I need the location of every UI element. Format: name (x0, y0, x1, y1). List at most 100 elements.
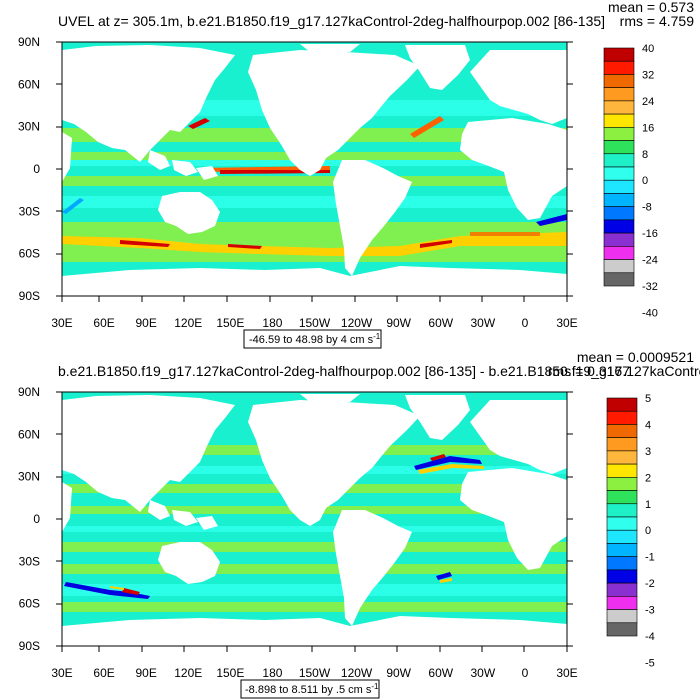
so-anom-pos-2 (110, 586, 124, 590)
colorbar-swatch (606, 397, 638, 412)
acc-max-1a (120, 240, 170, 247)
colorbar-swatch (606, 556, 638, 571)
x-tick-label: 120W (341, 666, 373, 680)
colorbar-swatch (603, 246, 635, 260)
colorbar-swatch (603, 87, 635, 102)
westward-1a (62, 198, 84, 214)
colorbar-2: 5 4 3 2 1 0 -1 -2 -3 -4 -5 (606, 393, 655, 669)
y-tick-label: 60N (18, 427, 40, 441)
colorbar-swatch (603, 272, 635, 287)
y-tick-label: 90S (19, 289, 40, 303)
x-tick-label: 60E (93, 316, 114, 330)
colorbar-swatch (603, 74, 635, 88)
panel-2-rms: rms = 0.3167 (548, 363, 630, 379)
band-2h (62, 584, 567, 596)
colorbar-swatch (603, 219, 635, 234)
y-tick-labels-2: 90N 60N 30N 0 30S 60S 90S (18, 385, 40, 653)
panel-2-mean: mean = 0.0009521 (577, 349, 694, 365)
field-1 (62, 44, 567, 296)
colorbar-label: -32 (642, 281, 658, 293)
y-tick-label: 60S (19, 597, 40, 611)
acc-max-1c (420, 240, 452, 248)
colorbar-label: -1 (645, 552, 655, 564)
y-tick-label: 30N (18, 470, 40, 484)
colorbar-swatch (606, 410, 638, 425)
panel-2-title: b.e21.B1850.f19_g17.127kaControl-2deg-ha… (58, 363, 700, 379)
colorbar-label: 0 (645, 525, 651, 537)
colorbar-label: 0 (642, 175, 648, 187)
x-tick-label: 60W (428, 316, 453, 330)
x-tick-label: 120E (174, 316, 202, 330)
colorbar-label: 4 (645, 419, 651, 431)
colorbar-label: 40 (642, 43, 654, 55)
colorbar-label: 8 (642, 149, 648, 161)
colorbar-swatch (606, 463, 638, 478)
x-tick-label: 150E (216, 316, 244, 330)
colorbar-swatch (606, 437, 638, 452)
y-tick-label: 90N (18, 385, 40, 399)
colorbar-swatch (603, 113, 635, 128)
x-tick-label: 90W (386, 316, 411, 330)
x-tick-label: 180 (262, 316, 282, 330)
panel-1: UVEL at z= 305.1m, b.e21.B1850.f19_g17.1… (18, 0, 695, 349)
colorbar-swatch (603, 179, 635, 194)
so-anom-neg-2 (64, 582, 150, 599)
x-tick-label: 150W (299, 316, 331, 330)
y-tick-label: 0 (33, 162, 40, 176)
band-2g (62, 564, 567, 574)
panel-1-rms: rms = 4.759 (620, 13, 695, 29)
y-tick-labels-1: 90N 60N 30N 0 30S 60S 90S (18, 35, 40, 303)
panel-2: b.e21.B1850.f19_g17.127kaControl-2deg-ha… (18, 349, 700, 699)
y-tick-label: 30S (19, 554, 40, 568)
colorbar-swatch (603, 193, 635, 207)
x-tick-labels-2: 30E 60E 90E 120E 150E 180 150W 120W 90W 60W 30W 0 30… (51, 666, 577, 680)
x-tick-label: 120E (174, 666, 202, 680)
x-tick-labels-1: 30E 60E 90E 120E 150E 180 150W 120W 90W 60W 30W 0 30… (51, 316, 577, 330)
colorbar-label: -8 (642, 202, 652, 214)
colorbar-swatch (603, 127, 635, 141)
colorbar-swatch (606, 529, 638, 544)
colorbar-swatch (603, 166, 635, 181)
x-tick-label: 90E (135, 666, 156, 680)
colorbar-label: -2 (645, 578, 655, 590)
drake-anom-pos-2 (440, 578, 452, 583)
colorbar-label: -40 (642, 307, 658, 319)
range-box-2 (240, 679, 380, 699)
colorbar-label: 3 (645, 446, 651, 458)
gs-anom-neg-2 (414, 456, 482, 470)
x-tick-label: 0 (522, 666, 529, 680)
x-tick-label: 150E (216, 666, 244, 680)
colorbar-label: 2 (645, 472, 651, 484)
kuroshio-1 (188, 118, 210, 129)
colorbar-swatch (606, 424, 638, 438)
colorbar-label: -16 (642, 228, 658, 240)
colorbar-swatch (606, 609, 638, 624)
y-tick-label: 0 (33, 512, 40, 526)
band-2e (62, 526, 567, 532)
westward-1b (536, 214, 567, 226)
colorbar-swatch (606, 596, 638, 610)
colorbar-swatch (606, 516, 638, 531)
gs-anom-max-2 (430, 454, 446, 461)
x-tick-label: 30E (51, 666, 72, 680)
colorbar-label: 5 (645, 393, 651, 405)
band-2f (62, 542, 567, 552)
x-tick-label: 120W (341, 316, 373, 330)
gulfstream-1 (410, 116, 444, 138)
range-label-2: -8.898 to 8.511 by .5 cm s-1 (245, 682, 379, 696)
y-tick-label: 90N (18, 35, 40, 49)
colorbar-swatch (606, 622, 638, 637)
colorbar-label: 32 (642, 69, 654, 81)
x-tick-label: 30W (470, 666, 495, 680)
colorbar-swatch (603, 206, 635, 221)
x-tick-label: 0 (522, 316, 529, 330)
band-1f (62, 196, 567, 208)
x-tick-label: 60E (93, 666, 114, 680)
colorbar-label: -3 (645, 605, 655, 617)
x-tick-label: 150W (299, 666, 331, 680)
drake-anom-2 (436, 572, 452, 580)
colorbar-swatch (603, 153, 635, 168)
gs-anom-pos-2 (418, 464, 484, 474)
colorbar-swatch (603, 60, 635, 75)
